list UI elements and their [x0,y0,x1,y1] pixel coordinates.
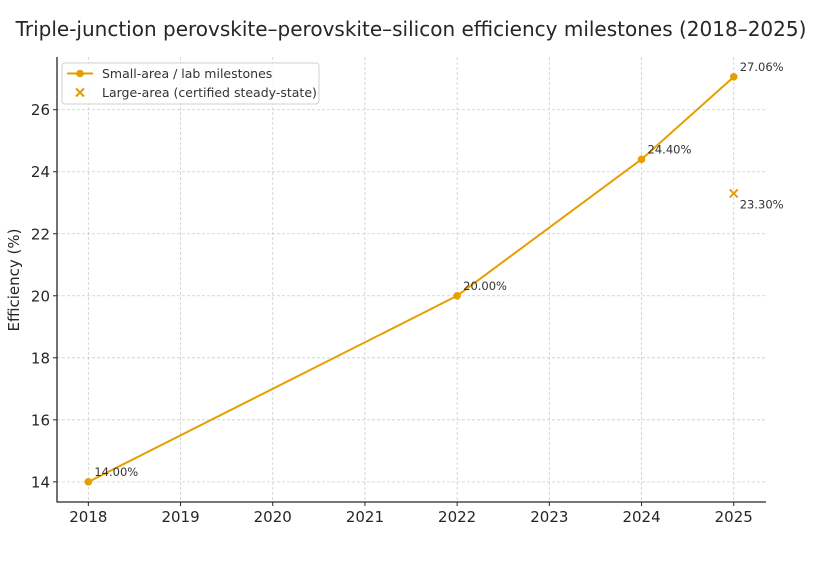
y-axis-ticks: 14 16 18 20 22 24 26 [31,101,57,491]
legend-circle-marker-icon [76,69,84,78]
x-tick-label: 2019 [161,508,199,526]
x-tick-label: 2018 [69,508,107,526]
legend-entry-small-area: Small-area / lab milestones [102,66,272,81]
y-tick-label: 22 [31,225,50,243]
data-label: 20.00% [463,279,507,293]
y-tick-label: 16 [31,411,50,429]
y-tick-label: 14 [31,473,50,491]
data-label: 24.40% [648,142,692,156]
x-tick-label: 2021 [346,508,384,526]
series-large-area: 23.30% [729,188,784,211]
y-tick-label: 26 [31,101,50,119]
x-tick-label: 2022 [438,508,476,526]
legend-x-marker-icon [75,87,85,98]
y-tick-label: 18 [31,349,50,367]
y-axis-label: Efficiency (%) [5,229,23,332]
y-tick-label: 24 [31,163,50,181]
data-point-x-marker [729,188,739,199]
data-point [729,73,738,81]
x-tick-label: 2023 [530,508,568,526]
data-point [453,291,461,300]
y-tick-label: 20 [31,287,50,305]
series-small-area: 14.00% 20.00% 24.40% 27.06% [84,60,784,486]
axes [56,57,766,503]
x-tick-label: 2025 [715,508,753,526]
legend-frame [61,62,320,105]
data-label: 14.00% [94,465,138,479]
legend-entry-large-area: Large-area (certified steady-state) [102,85,317,100]
data-label: 27.06% [740,60,784,74]
chart-title: Triple-junction perovskite–perovskite–si… [15,17,807,41]
data-point [637,155,646,164]
series-line [87,76,735,483]
grid [57,57,766,502]
series-layer: 14.00% 20.00% 24.40% 27.06% 23.30% [84,60,784,486]
data-point [84,478,93,486]
legend: Small-area / lab milestones Large-area (… [61,62,320,105]
data-label: 23.30% [740,197,784,211]
x-marker-stroke [729,188,739,199]
x-axis-ticks: 2018 2019 2020 2021 2022 2023 2024 2025 [69,502,753,526]
x-tick-label: 2020 [254,508,292,526]
x-tick-label: 2024 [622,508,660,526]
